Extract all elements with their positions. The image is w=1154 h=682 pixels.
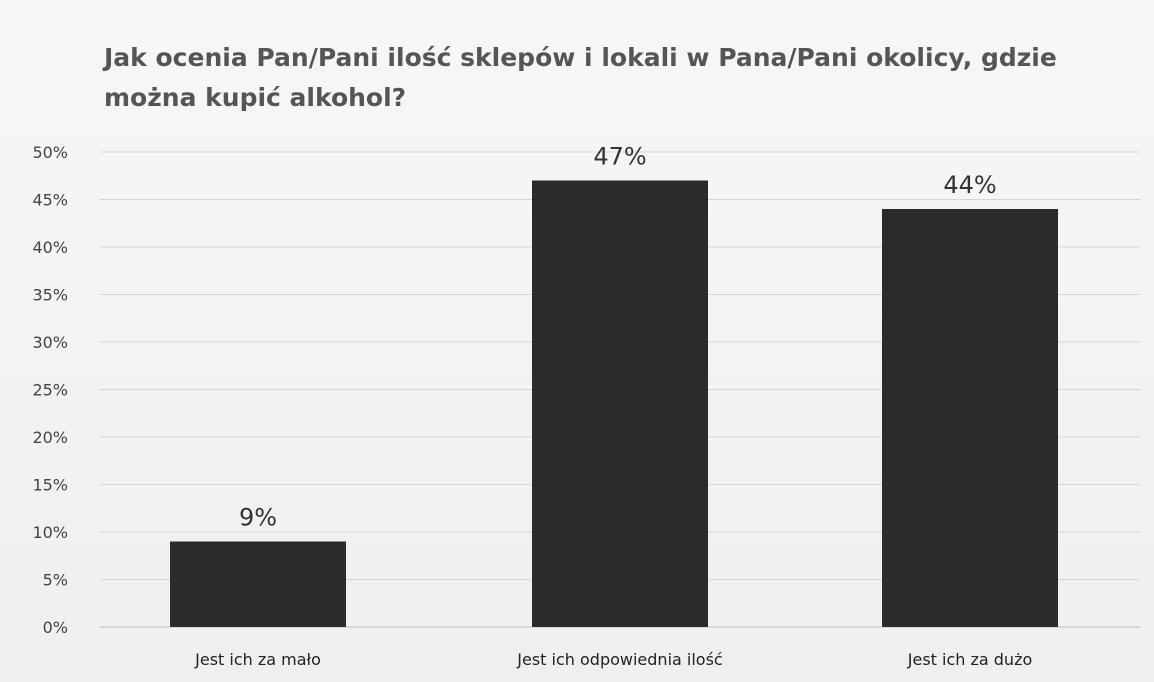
y-tick-label: 15% xyxy=(32,476,68,495)
y-tick-label: 45% xyxy=(32,191,68,210)
category-label: Jest ich odpowiednia ilość xyxy=(516,650,722,669)
chart-title: Jak ocenia Pan/Pani ilość sklepów i loka… xyxy=(104,43,1057,112)
bar xyxy=(170,541,346,627)
x-axis-category-labels: Jest ich za mało Jest ich odpowiednia ilo… xyxy=(194,650,1032,669)
data-label: 47% xyxy=(593,143,646,171)
category-label: Jest ich za dużo xyxy=(907,650,1033,669)
y-tick-label: 50% xyxy=(32,143,68,162)
data-label: 9% xyxy=(239,504,277,532)
y-tick-label: 25% xyxy=(32,381,68,400)
category-label: Jest ich za mało xyxy=(194,650,321,669)
data-labels: 9% 47% 44% xyxy=(239,143,997,532)
y-tick-label: 10% xyxy=(32,523,68,542)
y-tick-label: 30% xyxy=(32,333,68,352)
bars xyxy=(170,180,1058,627)
y-tick-label: 40% xyxy=(32,238,68,257)
bar xyxy=(532,180,708,627)
data-label: 44% xyxy=(943,171,996,199)
y-tick-label: 5% xyxy=(43,571,68,590)
y-axis-tick-labels: 0% 5% 10% 15% 20% 25% 30% 35% 40% 45% 50% xyxy=(32,143,68,637)
y-tick-label: 20% xyxy=(32,428,68,447)
y-tick-label: 0% xyxy=(43,618,68,637)
y-tick-label: 35% xyxy=(32,286,68,305)
bar xyxy=(882,209,1058,627)
